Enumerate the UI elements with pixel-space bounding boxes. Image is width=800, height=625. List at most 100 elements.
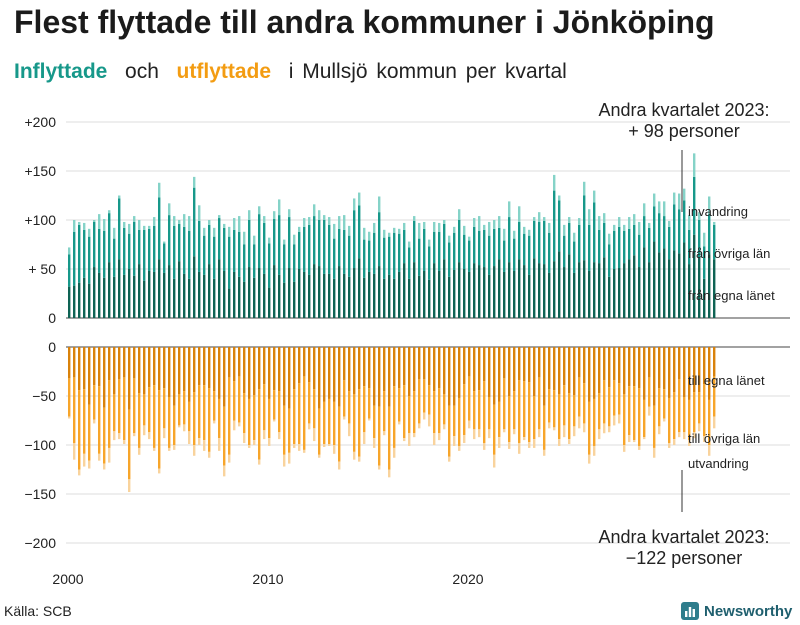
bar-outflow-county xyxy=(273,347,276,391)
bar-outflow-other xyxy=(713,376,716,417)
x-tick-label: 2010 xyxy=(252,571,283,587)
bar-outflow-other xyxy=(213,391,216,421)
y-tick-label-top: + 50 xyxy=(28,261,56,277)
bar-outflow-other xyxy=(298,383,301,445)
bar-inflow-immig xyxy=(313,204,316,217)
bar-outflow-other xyxy=(148,387,151,433)
bar-inflow-county xyxy=(613,269,616,318)
bar-inflow-other xyxy=(208,224,211,265)
bar-outflow-county xyxy=(623,347,626,395)
bar-outflow-other xyxy=(353,394,356,452)
bar-inflow-immig xyxy=(428,239,431,247)
bar-outflow-emig xyxy=(303,449,306,453)
bar-inflow-immig xyxy=(388,232,391,237)
bar-inflow-county xyxy=(588,270,591,318)
bar-outflow-county xyxy=(458,347,461,398)
bar-inflow-other xyxy=(688,229,691,265)
bar-outflow-other xyxy=(448,405,451,457)
bar-outflow-emig xyxy=(388,469,391,478)
bar-inflow-county xyxy=(648,262,651,318)
bar-inflow-other xyxy=(673,204,676,251)
bar-outflow-county xyxy=(163,347,166,389)
bar-outflow-emig xyxy=(118,433,121,440)
bar-outflow-county xyxy=(338,347,341,407)
bar-outflow-emig xyxy=(353,451,356,460)
bar-inflow-county xyxy=(163,272,166,318)
bar-outflow-county xyxy=(558,347,561,395)
bar-inflow-county xyxy=(143,280,146,318)
bar-inflow-immig xyxy=(423,221,426,229)
bar-inflow-other xyxy=(358,205,361,259)
series-label-outflow: till egna länet xyxy=(688,373,765,388)
bar-inflow-other xyxy=(453,232,456,270)
bar-inflow-county xyxy=(443,259,446,318)
bar-inflow-county xyxy=(83,277,86,318)
bar-outflow-other xyxy=(248,398,251,445)
bar-outflow-other xyxy=(698,392,701,424)
bar-outflow-emig xyxy=(188,431,191,445)
bar-inflow-immig xyxy=(483,224,486,230)
bar-outflow-county xyxy=(293,347,296,390)
bar-outflow-emig xyxy=(638,445,641,450)
bar-inflow-other xyxy=(148,228,151,271)
bar-outflow-emig xyxy=(393,447,396,458)
bar-inflow-county xyxy=(633,255,636,318)
bar-outflow-other xyxy=(528,382,531,443)
bar-inflow-county xyxy=(168,265,171,318)
bar-outflow-emig xyxy=(613,415,616,426)
bar-inflow-other xyxy=(303,226,306,272)
bar-outflow-other xyxy=(578,377,581,417)
bar-outflow-county xyxy=(343,347,346,381)
bar-outflow-emig xyxy=(133,433,136,437)
bar-outflow-county xyxy=(268,347,271,399)
y-tick-label-bottom: −150 xyxy=(24,486,56,502)
bar-outflow-other xyxy=(668,397,671,444)
bar-outflow-other xyxy=(178,394,181,426)
bar-inflow-county xyxy=(138,264,141,318)
bar-inflow-other xyxy=(618,226,621,269)
bar-inflow-immig xyxy=(558,195,561,201)
bar-outflow-other xyxy=(513,391,516,430)
bar-inflow-county xyxy=(433,263,436,318)
bar-inflow-immig xyxy=(588,209,591,225)
bar-inflow-other xyxy=(273,219,276,266)
bar-inflow-county xyxy=(578,262,581,318)
bar-outflow-emig xyxy=(68,416,71,419)
bar-outflow-other xyxy=(288,408,291,453)
bar-outflow-county xyxy=(538,347,541,378)
bar-outflow-county xyxy=(358,347,361,390)
bar-inflow-immig xyxy=(413,216,416,221)
bar-inflow-other xyxy=(133,221,136,276)
bar-inflow-other xyxy=(698,220,701,258)
bar-outflow-other xyxy=(88,404,91,461)
bar-outflow-emig xyxy=(348,423,351,437)
bar-inflow-other xyxy=(568,222,571,255)
brand[interactable]: Newsworthy xyxy=(680,601,792,621)
bar-inflow-county xyxy=(178,261,181,318)
bar-inflow-other xyxy=(78,224,81,283)
series-label-inflow: invandring xyxy=(688,204,748,219)
bar-outflow-county xyxy=(483,347,486,382)
bar-outflow-county xyxy=(408,347,411,396)
bar-inflow-county xyxy=(108,262,111,318)
bar-outflow-emig xyxy=(293,444,296,448)
bar-inflow-other xyxy=(668,226,671,260)
subtitle: Inflyttade och utflyttade i Mullsjö komm… xyxy=(14,60,567,84)
bar-outflow-other xyxy=(158,390,161,469)
bar-inflow-immig xyxy=(93,220,96,222)
bar-outflow-other xyxy=(583,383,586,424)
bar-inflow-other xyxy=(328,224,331,274)
bar-outflow-county xyxy=(68,347,71,379)
bar-inflow-immig xyxy=(103,219,106,231)
bar-outflow-other xyxy=(133,378,136,434)
bar-outflow-other xyxy=(153,385,156,448)
bar-outflow-emig xyxy=(518,443,521,454)
bar-inflow-county xyxy=(203,274,206,318)
bar-inflow-other xyxy=(443,223,446,260)
bar-outflow-emig xyxy=(158,468,161,474)
bar-outflow-county xyxy=(423,347,426,380)
bar-outflow-emig xyxy=(673,439,676,445)
bar-outflow-county xyxy=(448,347,451,406)
bar-outflow-emig xyxy=(433,433,436,445)
bar-inflow-immig xyxy=(213,227,216,237)
